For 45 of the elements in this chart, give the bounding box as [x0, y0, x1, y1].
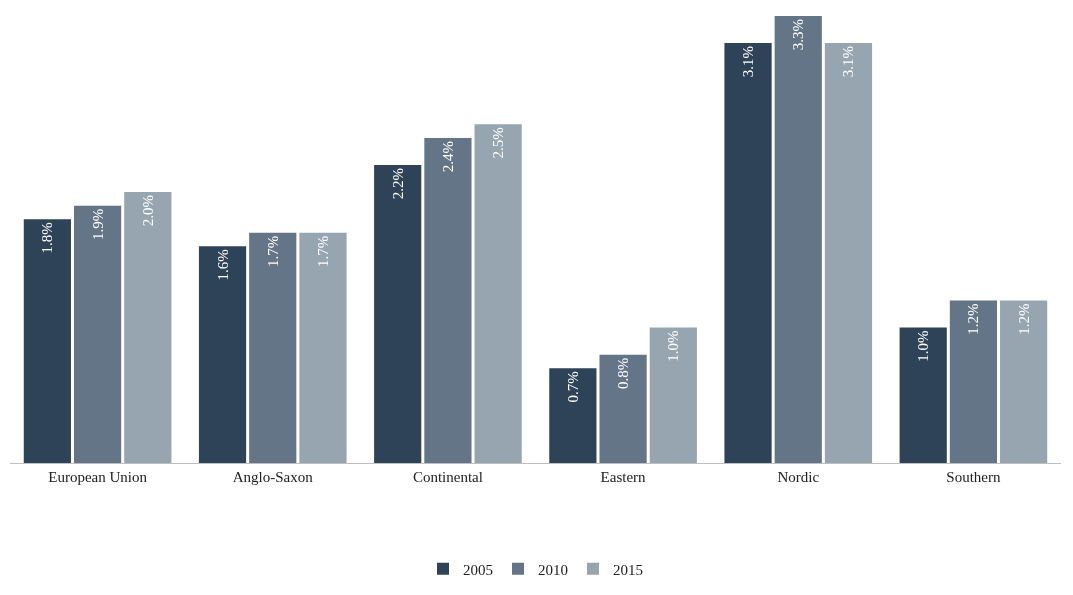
- bar: [198, 246, 247, 463]
- data-label: 1.9%: [89, 208, 106, 240]
- data-label: 0.7%: [564, 371, 581, 403]
- bar: [724, 43, 772, 463]
- data-label: 1.2%: [1015, 303, 1032, 335]
- bar: [649, 327, 697, 463]
- bar: [824, 43, 873, 463]
- bar: [549, 368, 597, 463]
- data-label: 3.3%: [790, 19, 807, 51]
- data-label: 1.0%: [915, 330, 932, 362]
- data-label: 2.0%: [139, 195, 156, 227]
- bar: [774, 16, 822, 463]
- legend-label: 2010: [538, 561, 568, 578]
- x-tick-label: Nordic: [777, 469, 820, 485]
- data-label: 3.1%: [740, 46, 757, 78]
- bar: [474, 124, 522, 463]
- bar: [299, 232, 347, 463]
- data-label: 2.5%: [490, 127, 507, 159]
- bar: [949, 300, 998, 463]
- x-tick-label: Eastern: [600, 469, 647, 485]
- data-label: 0.8%: [615, 357, 632, 389]
- x-tick-label: Anglo-Saxon: [232, 469, 314, 485]
- x-tick-label: Continental: [412, 469, 483, 485]
- bar: [124, 192, 172, 463]
- data-label: 3.1%: [840, 46, 857, 78]
- legend-label: 2005: [463, 561, 493, 578]
- data-label: 1.7%: [314, 235, 331, 267]
- data-label: 1.6%: [214, 249, 231, 281]
- bar: [1000, 300, 1048, 463]
- bar: [899, 327, 947, 463]
- bar: [249, 232, 297, 463]
- legend-label: 2015: [613, 561, 643, 578]
- data-label: 1.7%: [264, 235, 281, 267]
- data-label: 2.4%: [439, 140, 456, 173]
- data-label: 1.2%: [965, 303, 982, 335]
- data-label: 1.0%: [665, 330, 682, 362]
- bar: [599, 354, 647, 463]
- x-tick-label: Southern: [946, 469, 1001, 485]
- bar: [374, 165, 422, 463]
- bar: [424, 137, 472, 463]
- data-label: 2.2%: [389, 168, 406, 200]
- data-label: 1.8%: [39, 222, 56, 254]
- x-tick-label: European Union: [48, 469, 148, 485]
- bar: [23, 219, 71, 463]
- bar: [73, 205, 122, 463]
